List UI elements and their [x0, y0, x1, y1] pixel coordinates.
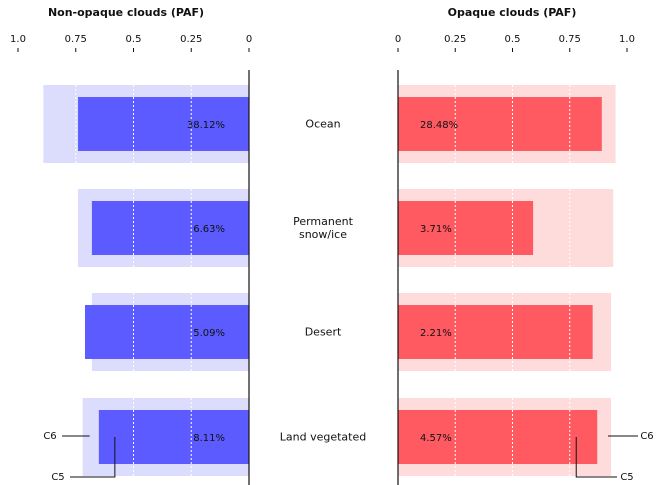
- callout: [575, 437, 617, 478]
- inner-bar: [398, 305, 593, 359]
- legend-label: C6: [640, 431, 653, 442]
- inner-bar: [78, 97, 249, 151]
- percent-label: 2.21%: [420, 328, 452, 339]
- legend-label: C5: [620, 472, 633, 483]
- callout: [70, 437, 116, 478]
- x-tick-label: 0.75: [559, 34, 581, 45]
- percent-label: 3.71%: [420, 224, 452, 235]
- panel-title: Opaque clouds (PAF): [448, 6, 577, 19]
- percent-label: 6.63%: [193, 224, 225, 235]
- x-tick-label: 0.75: [65, 34, 87, 45]
- inner-bar: [98, 410, 249, 464]
- x-tick-label: 1.0: [619, 34, 635, 45]
- inner-bar: [398, 97, 602, 151]
- legend-label: C6: [43, 431, 56, 442]
- percent-label: 28.48%: [420, 120, 458, 131]
- inner-bar: [398, 201, 534, 255]
- x-tick-label: 0.25: [444, 34, 466, 45]
- legend-label: C5: [51, 472, 64, 483]
- percent-label: 5.09%: [193, 328, 225, 339]
- x-tick-label: 0.25: [180, 34, 202, 45]
- x-tick-label: 0: [395, 34, 401, 45]
- inner-bar: [84, 305, 250, 359]
- category-label: Desert: [304, 325, 342, 339]
- percent-label: 4.57%: [420, 433, 452, 444]
- category-label: Land vegetated: [279, 430, 367, 444]
- percent-label: 8.11%: [193, 433, 225, 444]
- x-tick-label: 0: [246, 34, 252, 45]
- x-tick-label: 0.5: [126, 34, 142, 45]
- x-tick-label: 1.0: [10, 34, 26, 45]
- category-label: Ocean: [305, 117, 341, 131]
- inner-bar: [91, 201, 249, 255]
- panel-title: Non-opaque clouds (PAF): [48, 6, 204, 19]
- percent-label: 38.12%: [187, 120, 225, 131]
- inner-bar: [398, 410, 598, 464]
- x-tick-label: 0.5: [505, 34, 521, 45]
- category-label: Permanent snow/ice: [293, 215, 353, 241]
